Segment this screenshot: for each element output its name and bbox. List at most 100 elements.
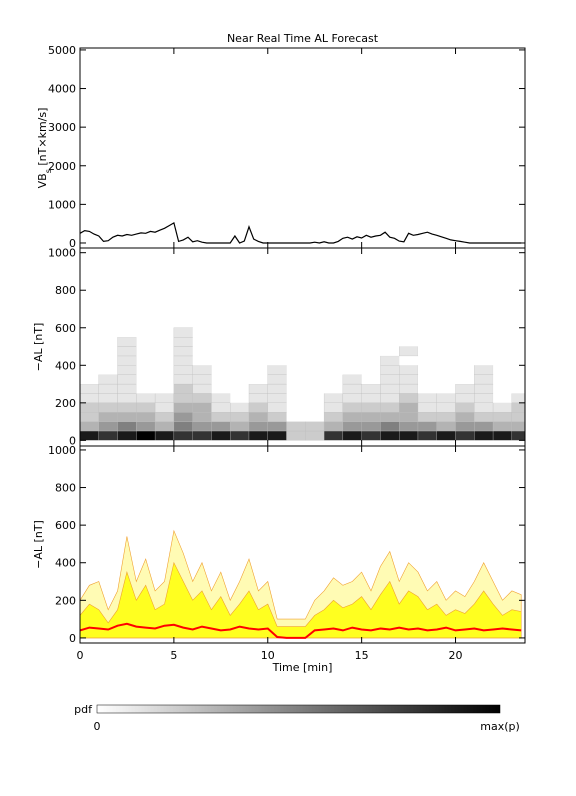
pdf-cell: [154, 393, 175, 403]
pdf-cell: [323, 430, 344, 441]
pdf-cell: [98, 430, 118, 441]
pdf-cell: [211, 337, 231, 347]
pdf-cell: [80, 337, 99, 347]
y-tick-label: 0: [69, 434, 76, 447]
pdf-cell: [98, 365, 118, 375]
pdf-cell: [455, 383, 475, 394]
pdf-cell: [80, 355, 99, 366]
pdf-cell: [474, 346, 494, 356]
pdf-cell: [80, 412, 99, 422]
quantile-area: [80, 561, 522, 639]
pdf-cell: [342, 430, 362, 441]
pdf-cell: [492, 421, 513, 432]
pdf-cell: [192, 430, 212, 441]
pdf-cell: [342, 383, 362, 394]
pdf-cell: [342, 374, 362, 385]
pdf-cell: [230, 421, 250, 432]
pdf-cell: [192, 327, 212, 338]
pdf-cell: [136, 346, 156, 356]
pdf-cell: [511, 421, 525, 432]
y-tick-label: 1000: [48, 247, 76, 260]
pdf-cell: [511, 374, 525, 385]
pdf-cell: [324, 374, 343, 385]
pdf-cell: [211, 327, 231, 338]
pdf-cell: [492, 430, 513, 441]
pdf-cell: [211, 365, 231, 375]
pdf-cell: [211, 393, 231, 403]
y-axis-label-part: −AL [nT]: [32, 520, 45, 569]
y-axis-label-part: −AL [nT]: [32, 323, 45, 372]
pdf-cell: [511, 430, 525, 441]
pdf-cell: [248, 346, 268, 356]
pdf-cell: [455, 327, 475, 338]
pdf-cell: [155, 346, 174, 356]
pdf-cell: [286, 384, 306, 394]
pdf-cell: [511, 412, 525, 422]
pdf-cell: [361, 383, 381, 394]
pdf-cell: [436, 421, 456, 432]
pdf-cell: [248, 327, 268, 338]
pdf-cell: [436, 402, 456, 413]
pdf-cell: [80, 393, 99, 403]
pdf-cell: [380, 365, 400, 375]
pdf-cell: [173, 393, 193, 403]
pdf-cell: [192, 421, 212, 432]
panel-frame: [79, 47, 526, 249]
pdf-cell: [399, 374, 419, 385]
y-tick-label: 400: [55, 557, 76, 570]
pdf-cell: [399, 430, 419, 441]
x-tick-label: 15: [355, 649, 369, 662]
pdf-cell: [455, 355, 475, 366]
pdf-cell: [323, 393, 344, 403]
pdf-cell: [305, 365, 325, 375]
pdf-cell: [154, 421, 175, 432]
pdf-cell: [117, 365, 137, 375]
pdf-cell: [361, 412, 381, 422]
pdf-cell: [154, 402, 175, 413]
pdf-cell: [230, 430, 250, 441]
pdf-cell: [511, 337, 525, 347]
pdf-cell: [361, 402, 381, 413]
x-axis-label: Time [min]: [272, 661, 333, 674]
pdf-cell: [474, 383, 494, 394]
pdf-cell: [211, 412, 231, 422]
y-tick-label: 200: [55, 397, 76, 410]
pdf-cell: [80, 421, 99, 432]
pdf-cell: [192, 383, 212, 394]
pdf-cell: [361, 327, 381, 338]
y-axis-label-part: s: [44, 169, 53, 173]
pdf-cell: [399, 365, 419, 375]
pdf-cell: [324, 327, 343, 338]
pdf-cell: [380, 327, 400, 338]
plot-area: [80, 221, 522, 244]
pdf-cell: [98, 421, 118, 432]
pdf-cell: [417, 393, 437, 403]
pdf-cell: [342, 355, 362, 366]
pdf-cell: [230, 402, 250, 413]
pdf-cell: [192, 355, 212, 366]
pdf-cell: [136, 384, 156, 394]
pdf-cell: [342, 365, 362, 375]
pdf-cell: [211, 402, 231, 413]
pdf-cell: [136, 430, 156, 441]
pdf-cell: [324, 365, 343, 375]
pdf-cell: [323, 421, 344, 432]
pdf-cell: [117, 327, 137, 338]
pdf-cell: [511, 393, 525, 403]
pdf-cell: [380, 430, 400, 441]
pdf-cell: [399, 337, 418, 347]
pdf-cell: [117, 412, 137, 422]
y-tick-label: 2000: [48, 160, 76, 173]
pdf-cell: [248, 412, 268, 422]
pdf-cell: [436, 412, 456, 422]
pdf-cell: [417, 337, 437, 347]
pdf-cell: [511, 355, 525, 366]
x-tick-label: 20: [449, 649, 463, 662]
pdf-cell: [474, 365, 494, 375]
pdf-cell: [248, 402, 268, 413]
pdf-cell: [98, 327, 118, 338]
pdf-cell: [323, 402, 344, 413]
pdf-cell: [493, 365, 512, 375]
pdf-cell: [474, 412, 494, 422]
pdf-cell: [286, 412, 306, 422]
